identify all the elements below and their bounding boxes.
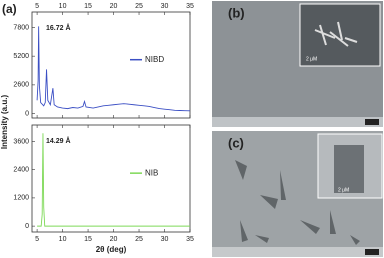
scale-label: 2 μM — [306, 56, 317, 62]
annotation: 14.29 Å — [46, 136, 71, 145]
x-tick-label: 20 — [110, 236, 118, 243]
x-tick-label: 10 — [59, 3, 67, 10]
plot-frame — [31, 11, 191, 119]
x-tick-label: 30 — [161, 236, 169, 243]
x-tick-label: 35 — [186, 3, 194, 10]
y-tick-label: 3600 — [13, 138, 29, 145]
panel-label: (b) — [228, 5, 245, 20]
x-tick-label: 35 — [186, 236, 194, 243]
panel-label: (c) — [228, 135, 244, 150]
y-axis-label: Intensity (a.u.) — [0, 95, 9, 150]
scale-label: 2 μM — [338, 187, 349, 193]
y-tick-label: 1200 — [13, 195, 29, 202]
x-tick-label: 10 — [59, 236, 67, 243]
x-tick-label: 5 — [35, 236, 39, 243]
x-axis-label: 2θ (deg) — [96, 245, 127, 254]
y-tick-label: 2600 — [13, 82, 29, 89]
data-line — [37, 133, 190, 227]
panel-label: (a) — [2, 2, 17, 16]
sem-b: (b) 2 μM — [212, 1, 383, 127]
sem-c: (c) 2 μM — [212, 131, 383, 257]
annotation: 16.72 Å — [46, 23, 71, 32]
x-tick-label: 25 — [135, 236, 143, 243]
x-tick-label: 15 — [84, 3, 92, 10]
y-tick-label: 7800 — [13, 24, 29, 31]
data-line — [36, 26, 191, 112]
y-tick-label: 5200 — [13, 53, 29, 60]
x-tick-label: 25 — [135, 3, 143, 10]
x-tick-label: 20 — [110, 3, 118, 10]
x-tick-label: 30 — [161, 3, 169, 10]
y-tick-label: 0 — [25, 223, 29, 230]
x-tick-label: 5 — [35, 3, 39, 10]
plot-frame — [31, 124, 191, 233]
legend-label: NIBD — [145, 55, 164, 64]
y-tick-label: 2400 — [13, 167, 29, 174]
y-tick-label: 0 — [25, 110, 29, 117]
legend-label: NIB — [145, 168, 158, 177]
x-tick-label: 15 — [84, 236, 92, 243]
